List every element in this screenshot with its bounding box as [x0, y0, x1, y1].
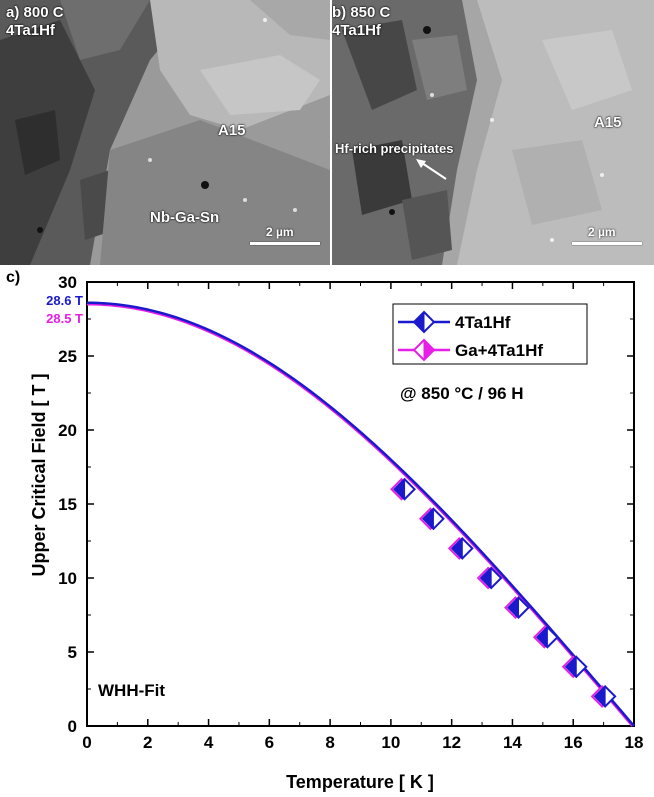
- marker-fill: [393, 477, 406, 501]
- chart-fit-curves: [86, 301, 635, 727]
- legend-item-series-1: 4Ta1Hf: [398, 310, 511, 334]
- marker-fill: [451, 537, 463, 560]
- data-point: [450, 536, 474, 560]
- data-point: [507, 596, 530, 620]
- panel-a-title: a) 800 C: [6, 4, 64, 21]
- x-tick-label: 4: [204, 733, 214, 752]
- fit-curve-1: [86, 301, 635, 727]
- panel-a-matrix-label: Nb-Ga-Sn: [150, 209, 220, 226]
- chart-axes: 0 2 4 6 8 10 12 14 16 18 0 5 10 15 20 25 30: [58, 273, 643, 752]
- y-tick-label: 15: [58, 495, 77, 514]
- legend-marker: [412, 338, 436, 362]
- y-axis-title: Upper Critical Field [ T ]: [29, 373, 49, 576]
- x-tick-label: 18: [625, 733, 644, 752]
- y-tick-label: 0: [68, 717, 77, 736]
- chart-annotation: @ 850 °C / 96 H: [400, 384, 524, 403]
- y-tick-label: 10: [58, 569, 77, 588]
- panel-b-scale-bar: [572, 242, 642, 245]
- x-tick-label: 2: [143, 733, 152, 752]
- panel-b-scale-label: 2 µm: [588, 225, 616, 239]
- panel-b-title: b) 850 C: [332, 4, 390, 21]
- panel-b-temperature: 850 C: [350, 4, 391, 21]
- chart-legend: 4Ta1Hf Ga+4Ta1Hf: [392, 303, 588, 365]
- x-tick-label: 8: [325, 733, 334, 752]
- sem-image-800c: a) 800 C 4Ta1Hf A15 Nb-Ga-Sn 2 µm: [0, 0, 330, 265]
- panel-a-scale-bar: [250, 242, 320, 245]
- data-point: [564, 655, 588, 679]
- panel-b-precipitate-label: Hf-rich precipitates: [335, 141, 454, 156]
- marker-fill: [480, 566, 492, 590]
- legend-item-series-2: Ga+4Ta1Hf: [398, 338, 543, 362]
- marker-fill: [536, 625, 548, 649]
- x-tick-label: 10: [381, 733, 400, 752]
- panel-a-alloy: 4Ta1Hf: [6, 22, 55, 39]
- legend-marker-4ta1hf: [412, 310, 436, 334]
- marker-fill: [594, 685, 606, 708]
- y-tick-label: 5: [68, 643, 77, 662]
- chart-panel-tag: c): [6, 269, 20, 286]
- legend-label-ga-4ta1hf: Ga+4Ta1Hf: [455, 341, 543, 360]
- sem-micrograph-a: [0, 0, 330, 265]
- x-tick-label: 16: [564, 733, 583, 752]
- x-tick-label: 0: [82, 733, 91, 752]
- legend-label-4ta1hf: 4Ta1Hf: [455, 313, 511, 332]
- precipitate-arrow-icon: [416, 159, 447, 180]
- fit-curve-2: [86, 302, 634, 727]
- marker-fill: [423, 338, 435, 362]
- panel-b-tag: b): [332, 4, 347, 21]
- marker-fill: [413, 310, 425, 334]
- x-tick-label: 6: [265, 733, 274, 752]
- marker-fill: [507, 596, 520, 619]
- legend-marker: [412, 310, 436, 334]
- chart-hc2-labels: 28.6 T 28.5 T: [46, 293, 83, 326]
- panel-a-phase-label: A15: [218, 122, 246, 139]
- y-tick-label: 30: [58, 273, 77, 292]
- marker-fill: [565, 655, 577, 679]
- x-tick-label: 14: [503, 733, 522, 752]
- panel-a-scale-label: 2 µm: [266, 225, 294, 239]
- sem-micrograph-b: [332, 0, 654, 265]
- marker-fill: [422, 507, 434, 531]
- panel-b-phase-label: A15: [594, 114, 622, 131]
- y-tick-label: 20: [58, 421, 77, 440]
- panel-a-tag: a): [6, 4, 20, 21]
- data-point: [593, 684, 617, 708]
- hc2-zero-label-2: 28.5 T: [46, 311, 83, 326]
- panel-a-temperature: 800 C: [23, 4, 64, 21]
- x-axis-title: Temperature [ K ]: [286, 772, 434, 792]
- data-point: [393, 477, 416, 501]
- sem-image-850c: b) 850 C 4Ta1Hf A15 Hf-rich precipitates…: [332, 0, 654, 265]
- y-tick-label: 25: [58, 347, 77, 366]
- hc2-zero-label-1: 28.6 T: [46, 293, 83, 308]
- panel-b-alloy: 4Ta1Hf: [332, 22, 381, 39]
- data-point: [535, 625, 559, 649]
- data-point: [479, 566, 503, 590]
- fit-label: WHH-Fit: [98, 681, 165, 700]
- x-tick-label: 12: [442, 733, 461, 752]
- data-point: [422, 507, 445, 531]
- legend-marker-ga-4ta1hf: [412, 338, 436, 362]
- chart-data-points: [390, 477, 617, 708]
